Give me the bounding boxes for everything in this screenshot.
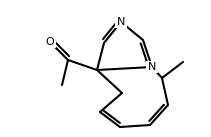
Text: N: N bbox=[117, 17, 125, 27]
Text: N: N bbox=[148, 62, 156, 72]
Text: O: O bbox=[46, 37, 54, 47]
